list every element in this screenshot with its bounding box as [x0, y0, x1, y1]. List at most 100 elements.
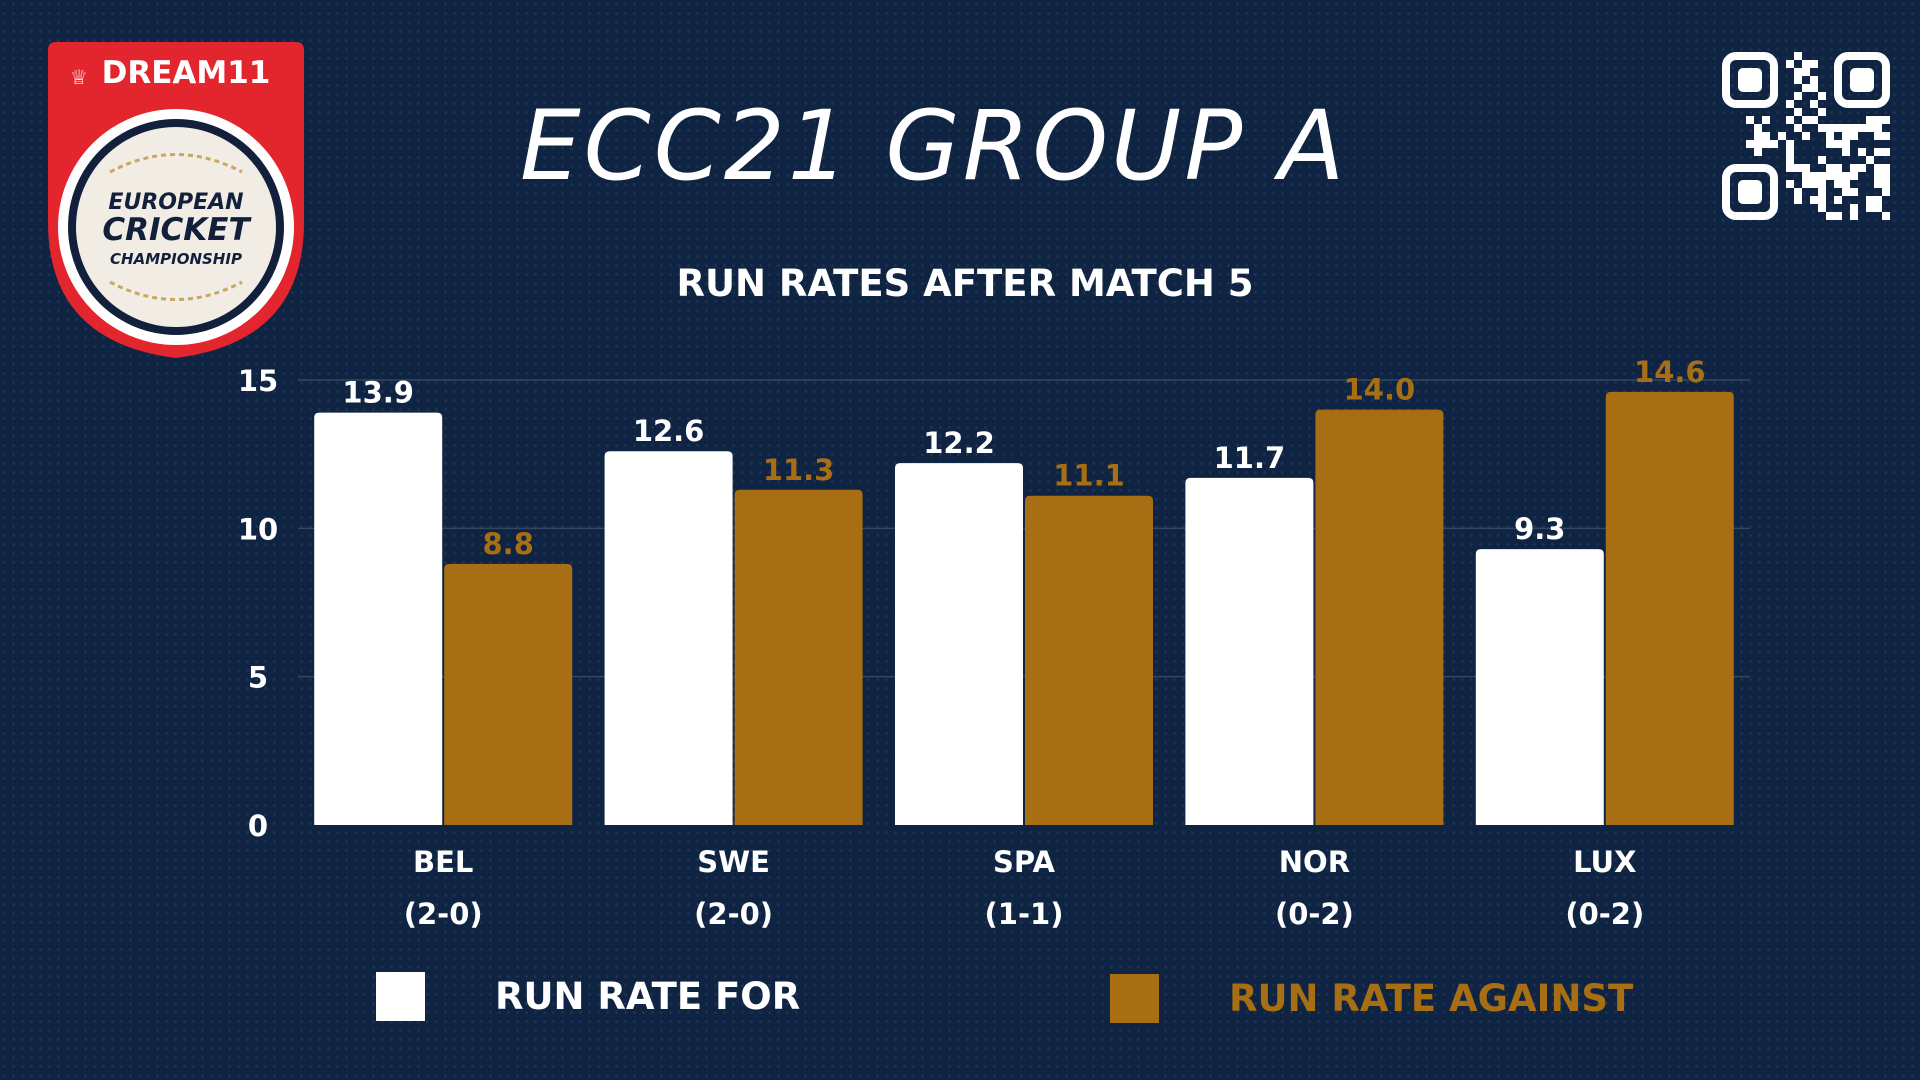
logo-brand: DREAM11: [102, 55, 271, 91]
page-title: ECC21 GROUP A: [520, 90, 1348, 202]
qr-cell: [1810, 116, 1818, 124]
qr-finder-center: [1738, 180, 1762, 204]
qr-cell: [1842, 140, 1850, 148]
qr-cell: [1794, 76, 1802, 84]
qr-code-icon: [1722, 52, 1890, 224]
qr-cell: [1762, 116, 1770, 124]
qr-finder: [1722, 52, 1778, 108]
qr-cell: [1810, 196, 1818, 204]
logo-line3: CHAMPIONSHIP: [110, 250, 242, 268]
bar-for-bel: [314, 412, 443, 825]
qr-cell: [1866, 204, 1874, 212]
qr-cell: [1754, 148, 1762, 156]
qr-cell: [1810, 76, 1818, 84]
qr-cell: [1818, 204, 1826, 212]
qr-cell: [1826, 124, 1834, 132]
qr-cell: [1786, 148, 1794, 156]
qr-cell: [1778, 132, 1786, 140]
qr-cell: [1842, 180, 1850, 188]
qr-cell: [1794, 124, 1802, 132]
qr-cell: [1826, 164, 1834, 172]
qr-cell: [1770, 140, 1778, 148]
chart-subtitle: RUN RATES AFTER MATCH 5: [676, 262, 1254, 305]
x-tick-record: (1-1): [985, 897, 1064, 931]
data-label: 9.3: [1514, 512, 1565, 546]
logo-line2: CRICKET: [102, 212, 252, 248]
x-tick-label: LUX: [1573, 845, 1636, 879]
qr-cell: [1818, 124, 1826, 132]
bar-for-nor: [1185, 477, 1314, 825]
qr-cell: [1882, 188, 1890, 196]
legend-swatch-against: [1110, 974, 1159, 1023]
data-label: 12.6: [633, 414, 705, 448]
qr-cell: [1810, 60, 1818, 68]
qr-cell: [1818, 180, 1826, 188]
qr-cell: [1786, 180, 1794, 188]
qr-cell: [1754, 132, 1762, 140]
qr-cell: [1866, 196, 1874, 204]
qr-cell: [1786, 156, 1794, 164]
qr-cell: [1802, 116, 1810, 124]
qr-cell: [1802, 132, 1810, 140]
x-tick-record: (0-2): [1565, 897, 1644, 931]
qr-cell: [1850, 124, 1858, 132]
qr-cell: [1866, 156, 1874, 164]
qr-cell: [1754, 140, 1762, 148]
qr-cell: [1858, 164, 1866, 172]
y-tick-label: 5: [248, 661, 268, 695]
qr-cell: [1786, 140, 1794, 148]
qr-cell: [1850, 172, 1858, 180]
qr-cell: [1786, 100, 1794, 108]
qr-cell: [1882, 148, 1890, 156]
bar-for-swe: [604, 451, 733, 825]
y-tick-label: 15: [238, 364, 278, 398]
qr-cell: [1874, 180, 1882, 188]
qr-cell: [1802, 68, 1810, 76]
qr-cell: [1802, 180, 1810, 188]
legend-label-for: RUN RATE FOR: [495, 975, 801, 1018]
qr-finder-center: [1738, 68, 1762, 92]
legend-run-rate-against: RUN RATE AGAINST: [1110, 974, 1633, 1023]
qr-cell: [1874, 196, 1882, 204]
qr-cell: [1794, 108, 1802, 116]
qr-cell: [1834, 140, 1842, 148]
qr-cell: [1858, 148, 1866, 156]
qr-cell: [1858, 124, 1866, 132]
qr-cell: [1810, 180, 1818, 188]
logo-line1: EUROPEAN: [108, 190, 243, 215]
qr-cell: [1794, 52, 1802, 60]
qr-cell: [1842, 132, 1850, 140]
bar-against-lux: [1605, 391, 1734, 825]
qr-cell: [1794, 164, 1802, 172]
qr-finder: [1834, 52, 1890, 108]
qr-cell: [1850, 132, 1858, 140]
qr-cell: [1794, 68, 1802, 76]
qr-cell: [1746, 140, 1754, 148]
bar-against-spa: [1025, 495, 1153, 825]
x-tick-record: (0-2): [1275, 897, 1354, 931]
qr-cell: [1874, 132, 1882, 140]
qr-cell: [1882, 164, 1890, 172]
qr-cell: [1882, 132, 1890, 140]
qr-cell: [1882, 172, 1890, 180]
data-label: 8.8: [483, 527, 534, 561]
qr-cell: [1874, 204, 1882, 212]
qr-cell: [1874, 172, 1882, 180]
bar-for-spa: [895, 463, 1023, 825]
qr-cell: [1818, 172, 1826, 180]
qr-cell: [1850, 188, 1858, 196]
qr-cell: [1874, 116, 1882, 124]
data-label: 13.9: [342, 376, 414, 410]
data-label: 14.0: [1344, 373, 1416, 407]
qr-cell: [1834, 164, 1842, 172]
x-tick-label: SWE: [697, 845, 770, 879]
bar-against-swe: [734, 489, 863, 825]
qr-cell: [1842, 188, 1850, 196]
qr-cell: [1842, 124, 1850, 132]
legend-swatch-for: [376, 972, 425, 1021]
qr-cell: [1874, 124, 1882, 132]
qr-finder-center: [1850, 68, 1874, 92]
x-tick-label: SPA: [993, 845, 1055, 879]
qr-cell: [1834, 172, 1842, 180]
